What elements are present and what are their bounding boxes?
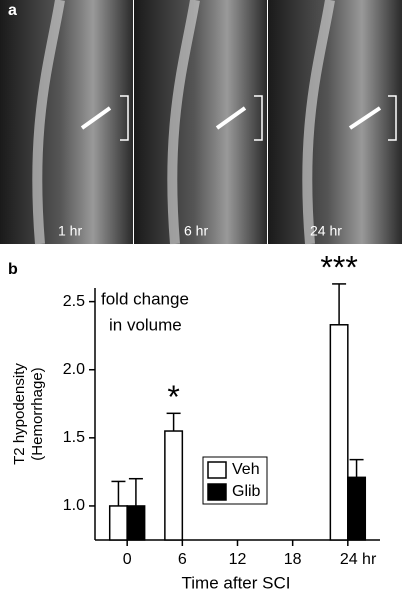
image-label: 24 hr (310, 223, 342, 239)
legend-box (202, 456, 268, 505)
legend-swatch (207, 483, 227, 501)
x-axis-label: Time after SCI (182, 573, 291, 592)
note: in volume (109, 315, 182, 334)
mri-panel: a 1 hr 6 hr 24 hr (0, 0, 402, 245)
mri-image (0, 0, 133, 244)
y-tick-label: 2.5 (63, 293, 85, 310)
bar (164, 430, 184, 541)
significance: *** (320, 249, 357, 285)
spine (32, 0, 335, 245)
y-axis-label: T2 hypodensity (11, 363, 28, 465)
legend-label: Glib (232, 483, 261, 500)
legend-label: Veh (232, 461, 260, 478)
y-axis-label: (Hemorrhage) (29, 367, 46, 460)
panel-label: b (8, 261, 18, 278)
bracket (120, 95, 397, 141)
x-tick-label: 18 (284, 551, 302, 568)
mri-image (268, 0, 402, 244)
image-label: 1 hr (58, 223, 82, 239)
y-tick-label: 1.5 (63, 429, 85, 446)
bar (329, 324, 349, 541)
x-tick-label: 24 hr (340, 551, 377, 568)
note: fold change (101, 289, 189, 308)
y-tick-label: 2.0 (63, 361, 85, 378)
image-label: 6 hr (184, 223, 208, 239)
bar (108, 505, 128, 541)
panel-label: a (8, 2, 17, 19)
arrow (80, 106, 382, 130)
significance: * (167, 379, 179, 415)
x-tick-label: 6 (178, 551, 187, 568)
legend-swatch (207, 461, 227, 479)
x-tick-label: 12 (229, 551, 247, 568)
bar (347, 476, 367, 541)
y-tick-label: 1.0 (63, 497, 85, 514)
mri-image (134, 0, 267, 244)
x-tick-label: 0 (123, 551, 132, 568)
bar (126, 505, 146, 541)
